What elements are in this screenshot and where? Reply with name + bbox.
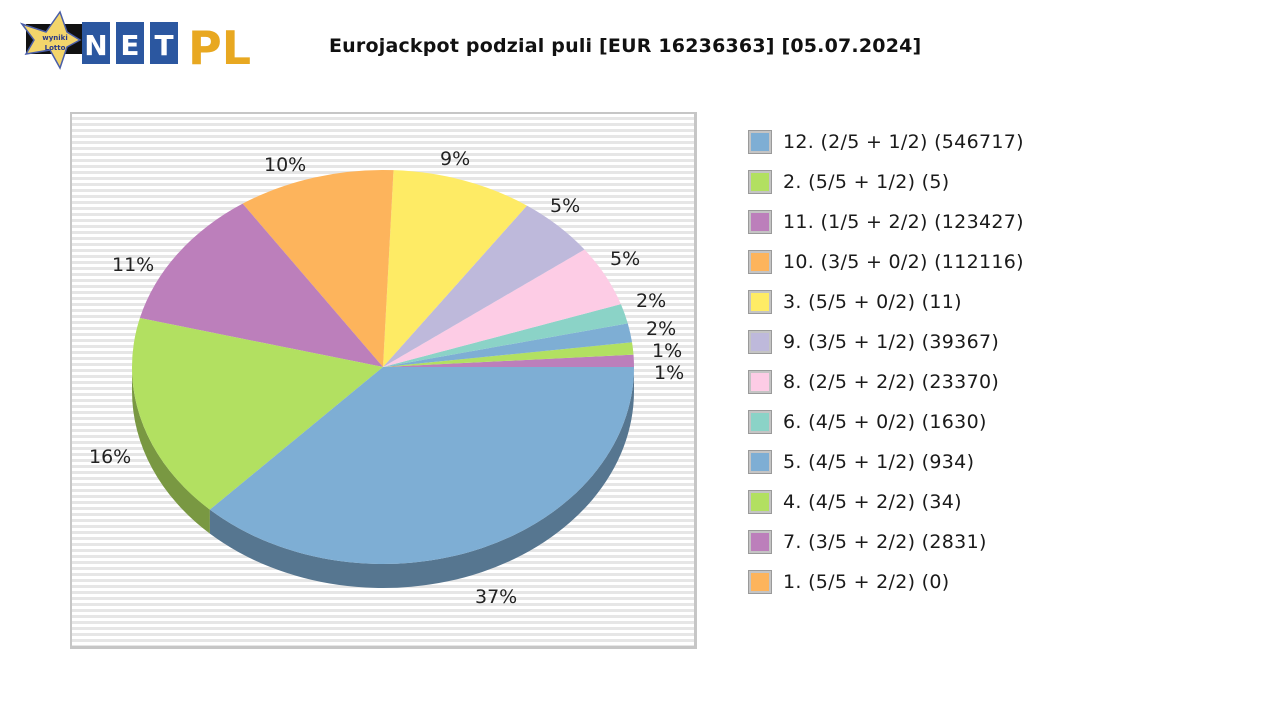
pie-slice <box>383 249 621 367</box>
legend-swatch <box>748 290 772 314</box>
legend-item: 11. (1/5 + 2/2) (123427) <box>748 202 1024 242</box>
legend-label: 12. (2/5 + 1/2) (546717) <box>783 131 1024 153</box>
slice-percent-label: 37% <box>475 586 517 608</box>
slice-percent-label: 1% <box>652 340 682 362</box>
pie-slice <box>242 170 394 367</box>
slice-percent-label: 2% <box>646 318 676 340</box>
pie-slice <box>209 367 634 564</box>
pie-slice-side <box>209 367 634 588</box>
slice-percent-label: 5% <box>610 248 640 270</box>
legend-item: 9. (3/5 + 1/2) (39367) <box>748 322 1024 362</box>
legend-label: 3. (5/5 + 0/2) (11) <box>783 291 962 313</box>
legend-swatch <box>748 210 772 234</box>
legend: 12. (2/5 + 1/2) (546717) 2. (5/5 + 1/2) (… <box>748 122 1024 602</box>
legend-item: 6. (4/5 + 0/2) (1630) <box>748 402 1024 442</box>
slice-percent-label: 2% <box>636 290 666 312</box>
pie-slice <box>383 354 634 367</box>
svg-text:N: N <box>84 29 107 62</box>
pie-slice <box>383 323 633 367</box>
legend-item: 7. (3/5 + 2/2) (2831) <box>748 522 1024 562</box>
legend-swatch <box>748 370 772 394</box>
legend-label: 6. (4/5 + 0/2) (1630) <box>783 411 987 433</box>
legend-item: 1. (5/5 + 2/2) (0) <box>748 562 1024 602</box>
legend-swatch <box>748 330 772 354</box>
pie-slice-side <box>132 367 210 534</box>
logo-graphic: wyniki Lotto N E T PL <box>19 10 251 75</box>
slice-percent-label: 11% <box>112 254 154 276</box>
svg-text:wyniki: wyniki <box>42 34 67 42</box>
legend-item: 4. (4/5 + 2/2) (34) <box>748 482 1024 522</box>
legend-label: 11. (1/5 + 2/2) (123427) <box>783 211 1024 233</box>
svg-text:PL: PL <box>188 21 251 70</box>
legend-label: 9. (3/5 + 1/2) (39367) <box>783 331 1000 353</box>
pie-slice <box>132 318 383 510</box>
legend-label: 10. (3/5 + 0/2) (112116) <box>783 251 1024 273</box>
legend-swatch <box>748 250 772 274</box>
pie-slice <box>383 205 585 367</box>
pie-chart: 37%16%11%10% 9%5%5%2%2%1%1% <box>89 148 684 608</box>
legend-label: 4. (4/5 + 2/2) (34) <box>783 491 962 513</box>
legend-label: 5. (4/5 + 1/2) (934) <box>783 451 975 473</box>
legend-label: 1. (5/5 + 2/2) (0) <box>783 571 950 593</box>
svg-text:E: E <box>120 29 139 62</box>
pie-slice <box>383 170 527 367</box>
legend-swatch <box>748 570 772 594</box>
legend-swatch <box>748 170 772 194</box>
legend-swatch <box>748 450 772 474</box>
legend-label: 8. (2/5 + 2/2) (23370) <box>783 371 1000 393</box>
legend-item: 10. (3/5 + 0/2) (112116) <box>748 242 1024 282</box>
legend-swatch <box>748 490 772 514</box>
slice-percent-label: 16% <box>89 446 131 468</box>
legend-swatch <box>748 410 772 434</box>
pie-slice <box>383 342 634 367</box>
plot-area: 37% 16% 11% 10% 9% 5% 5% 2% 2% 1% 1% <box>70 112 697 649</box>
legend-item: 2. (5/5 + 1/2) (5) <box>748 162 1024 202</box>
legend-swatch <box>748 130 772 154</box>
slice-percent-label: 10% <box>264 154 306 176</box>
legend-swatch <box>748 530 772 554</box>
svg-text:T: T <box>154 29 173 62</box>
slice-percent-label: 5% <box>550 195 580 217</box>
star-icon <box>19 10 82 70</box>
legend-item: 3. (5/5 + 0/2) (11) <box>748 282 1024 322</box>
svg-text:Lotto: Lotto <box>45 44 66 52</box>
legend-label: 7. (3/5 + 2/2) (2831) <box>783 531 987 553</box>
pie-slice <box>139 203 383 367</box>
legend-label: 2. (5/5 + 1/2) (5) <box>783 171 950 193</box>
chart-title: Eurojackpot podzial puli [EUR 16236363] … <box>329 35 922 57</box>
legend-item: 8. (2/5 + 2/2) (23370) <box>748 362 1024 402</box>
pie-slice <box>383 304 628 367</box>
netpl-logo[interactable]: wyniki Lotto N E T PL <box>19 10 265 75</box>
slice-percent-label: 1% <box>654 362 684 384</box>
slice-percent-label: 9% <box>440 148 470 170</box>
legend-item: 12. (2/5 + 1/2) (546717) <box>748 122 1024 162</box>
legend-item: 5. (4/5 + 1/2) (934) <box>748 442 1024 482</box>
